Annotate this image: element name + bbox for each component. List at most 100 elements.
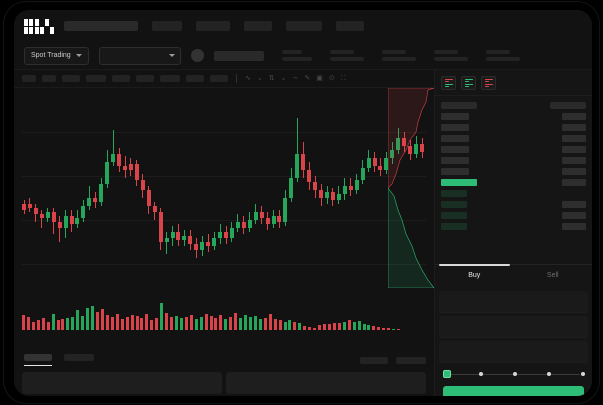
slider-step-dot[interactable] — [581, 371, 585, 376]
ticker-stats-group — [281, 50, 520, 61]
candle-body — [188, 236, 193, 244]
ticker-stat-3 — [381, 50, 416, 61]
volume-bar — [362, 323, 366, 330]
chart-interval-7[interactable] — [160, 75, 180, 82]
candle-body — [241, 222, 246, 228]
indicators-icon[interactable]: ∿ — [245, 75, 251, 82]
nav-item-3[interactable] — [196, 21, 230, 31]
trading-mode-selector[interactable]: Spot Trading — [24, 46, 89, 65]
orderbook-current-price-row[interactable] — [441, 177, 586, 188]
orderbook-row[interactable] — [441, 188, 586, 199]
settings-icon[interactable]: ⊙ — [328, 75, 335, 82]
slider-step-dot[interactable] — [547, 371, 551, 376]
market-depth-overlay — [388, 88, 434, 288]
trading-pair-selector[interactable] — [98, 46, 181, 65]
chart-bottom-tabs — [14, 350, 434, 370]
orderbook-mode-bar — [484, 83, 493, 85]
chevron-down-icon[interactable]: ⌄ — [280, 75, 287, 82]
chart-gridline — [22, 176, 426, 177]
okx-logo[interactable] — [24, 18, 54, 34]
chart-interval-1[interactable] — [22, 75, 36, 82]
orderbook-row[interactable] — [441, 155, 586, 166]
orderbook-row[interactable] — [441, 210, 586, 221]
order-amount-slider[interactable] — [443, 368, 585, 382]
volume-bar — [120, 319, 124, 330]
volume-bar — [239, 317, 243, 330]
orderbook-row[interactable] — [441, 144, 586, 155]
bottom-panel-left[interactable] — [22, 372, 222, 394]
chart-interval-8[interactable] — [186, 75, 204, 82]
orderbook-mode-bar — [464, 83, 473, 85]
volume-bar — [96, 311, 100, 330]
orderbook-mode-both[interactable] — [441, 76, 456, 90]
orderbook-mode-asks[interactable] — [481, 76, 496, 90]
bottom-panel-right[interactable] — [226, 372, 426, 394]
orderbook-price-bar — [562, 201, 586, 208]
candle-body — [360, 168, 365, 180]
candle-body — [164, 238, 169, 242]
orderbook-row[interactable] — [441, 111, 586, 122]
chart-interval-5[interactable] — [112, 75, 130, 82]
chevron-down-icon[interactable]: ⌄ — [256, 75, 263, 82]
nav-item-6[interactable] — [336, 21, 364, 31]
volume-bar — [283, 321, 287, 330]
pencil-icon[interactable]: ✎ — [304, 75, 311, 82]
nav-item-4[interactable] — [244, 21, 272, 31]
logo-letter-x — [45, 18, 54, 34]
volume-bar — [189, 314, 193, 330]
orderbook-mode-buttons — [435, 70, 592, 96]
chart-tab-1[interactable] — [24, 354, 52, 366]
chart-interval-3[interactable] — [62, 75, 80, 82]
nav-item-1[interactable] — [64, 21, 138, 31]
candle-body — [265, 218, 270, 224]
volume-bar — [184, 316, 188, 330]
orderbook-row[interactable] — [441, 221, 586, 232]
tab-buy[interactable]: Buy — [435, 264, 514, 286]
candle-wick — [112, 130, 114, 166]
candle-body — [229, 228, 234, 238]
submit-order-button[interactable] — [443, 386, 584, 396]
volume-bar — [204, 314, 208, 330]
camera-icon[interactable]: ▣ — [316, 75, 323, 82]
volume-bar — [36, 319, 40, 330]
chart-tab-2[interactable] — [64, 354, 94, 366]
price-chart[interactable] — [14, 88, 434, 350]
orderbook-row[interactable] — [441, 166, 586, 177]
ticker-stat-value — [485, 57, 520, 61]
slider-handle[interactable] — [443, 370, 451, 378]
orderbook-list[interactable] — [435, 96, 592, 264]
volume-bar — [327, 324, 331, 330]
ticker-stat-2 — [329, 50, 364, 61]
orderbook-size-bar — [441, 212, 467, 219]
tab-sell[interactable]: Sell — [546, 272, 559, 279]
nav-item-2[interactable] — [152, 21, 182, 31]
candle-body — [111, 154, 116, 162]
chart-tool-1[interactable] — [360, 356, 388, 364]
order-total-field[interactable] — [439, 341, 588, 363]
chart-interval-4[interactable] — [86, 75, 106, 82]
nav-item-5[interactable] — [286, 21, 322, 31]
chart-interval-2[interactable] — [42, 75, 56, 82]
compare-icon[interactable]: ⇅ — [268, 75, 275, 82]
slider-step-dot[interactable] — [479, 371, 483, 376]
chart-tool-2[interactable] — [396, 356, 426, 364]
line-tool-icon[interactable]: ∼ — [292, 75, 299, 82]
chart-interval-9[interactable] — [210, 75, 228, 82]
ticker-stat-label — [329, 50, 354, 54]
fullscreen-icon[interactable]: ⛶ — [340, 75, 346, 82]
orderbook-mode-bids[interactable] — [461, 76, 476, 90]
order-price-field[interactable] — [439, 291, 588, 313]
candle-body — [140, 180, 145, 190]
slider-step-dot[interactable] — [513, 371, 517, 376]
candle-body — [134, 164, 139, 180]
orderbook-row[interactable] — [441, 133, 586, 144]
orderbook-row[interactable] — [441, 122, 586, 133]
candle-body — [22, 204, 26, 210]
chart-interval-6[interactable] — [136, 75, 154, 82]
candle-body — [348, 186, 353, 190]
candle-body — [123, 166, 127, 170]
candle-body — [57, 222, 62, 228]
order-amount-field[interactable] — [439, 316, 588, 338]
orderbook-row[interactable] — [441, 199, 586, 210]
volume-bar — [288, 319, 292, 330]
